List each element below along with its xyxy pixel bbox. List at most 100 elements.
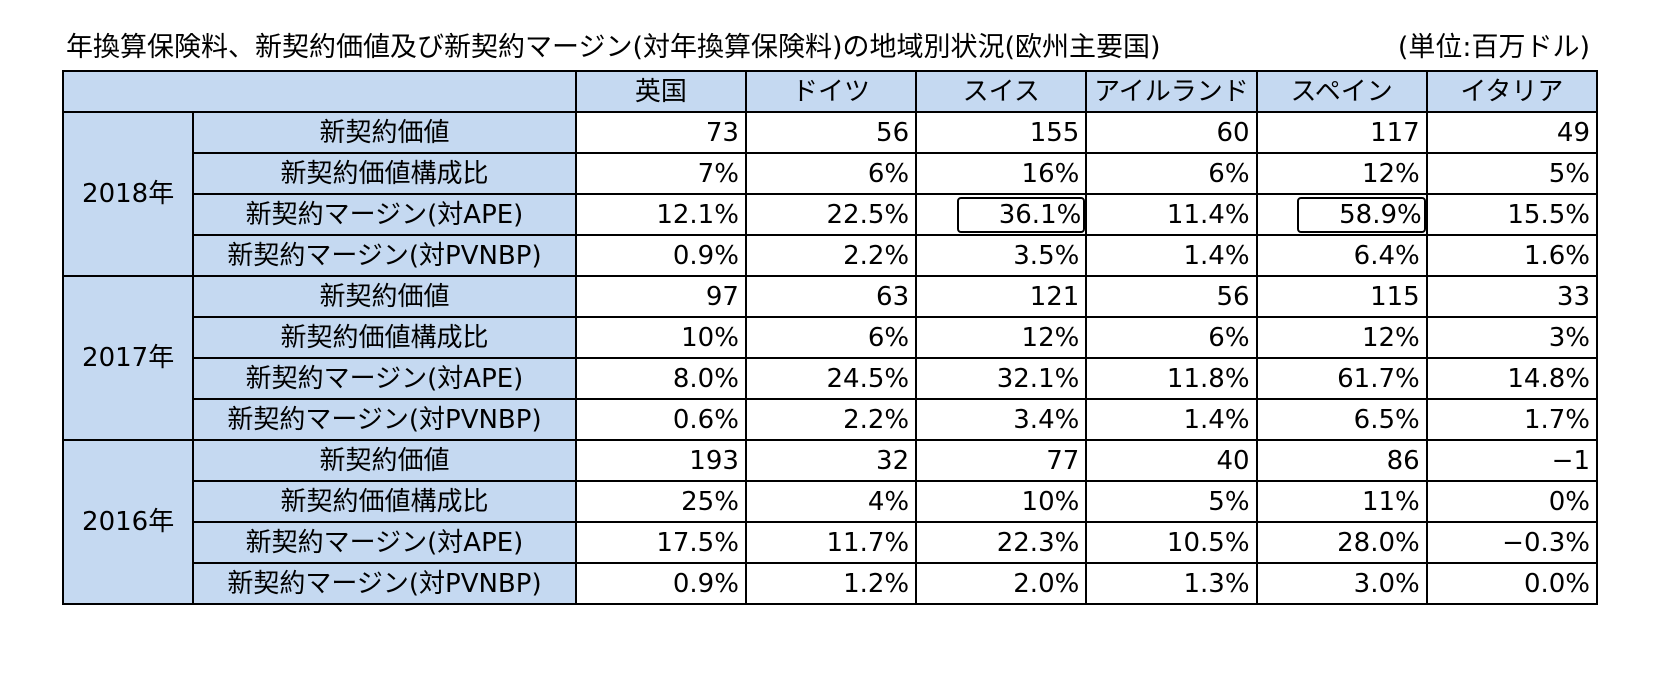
value-cell: 1.7% xyxy=(1425,398,1599,441)
column-header: イタリア xyxy=(1425,70,1599,113)
data-table: 英国 ドイツ スイス アイルランド スペイン イタリア 2018年 新契約価値 73… xyxy=(61,70,1599,605)
value-cell: 1.6% xyxy=(1425,234,1599,277)
value-cell: 8.0% xyxy=(574,357,747,400)
value-cell: 3.4% xyxy=(915,398,1088,441)
value-cell: 28.0% xyxy=(1255,521,1428,564)
metric-label: 新契約価値 xyxy=(192,439,577,482)
metric-label: 新契約マージン(対PVNBP) xyxy=(192,562,577,605)
value-cell: 14.8% xyxy=(1425,357,1599,400)
value-cell: 155 xyxy=(915,111,1088,154)
value-cell: −1 xyxy=(1425,439,1599,482)
value-cell: 3% xyxy=(1425,316,1599,359)
value-cell: 193 xyxy=(574,439,747,482)
value-cell: 3.0% xyxy=(1255,562,1428,605)
value-cell: 0% xyxy=(1425,480,1599,523)
value-cell: 2.2% xyxy=(744,398,918,441)
value-cell: 0.0% xyxy=(1425,562,1599,605)
column-header: ドイツ xyxy=(744,70,918,113)
value-cell: 11% xyxy=(1255,480,1428,523)
value-cell: 0.9% xyxy=(574,234,747,277)
table-row: 新契約マージン(対APE) 12.1% 22.5% 36.1% 11.4% 58.9% 15… xyxy=(63,193,1599,236)
value-cell: 1.2% xyxy=(744,562,918,605)
highlighted-value: 36.1% xyxy=(956,196,1085,233)
value-cell: 97 xyxy=(574,275,747,318)
table-row: 新契約価値構成比 10% 6% 12% 6% 12% 3% xyxy=(63,316,1599,359)
value-cell: 1.4% xyxy=(1085,398,1258,441)
value-cell: 12% xyxy=(1255,152,1428,195)
table-row: 新契約マージン(対PVNBP) 0.6% 2.2% 3.4% 1.4% 6.5% 1.7% xyxy=(63,398,1599,441)
value-cell: 6% xyxy=(1085,316,1258,359)
value-cell: 6% xyxy=(1085,152,1258,195)
value-cell: 24.5% xyxy=(744,357,918,400)
value-cell: 12% xyxy=(1255,316,1428,359)
value-cell: 11.4% xyxy=(1085,193,1258,236)
header-row: 英国 ドイツ スイス アイルランド スペイン イタリア xyxy=(62,70,1599,113)
table-row: 新契約マージン(対PVNBP) 0.9% 1.2% 2.0% 1.3% 3.0% 0.0% xyxy=(63,562,1599,605)
value-cell: 61.7% xyxy=(1255,357,1428,400)
value-cell: 10% xyxy=(915,480,1088,523)
value-cell: 6% xyxy=(744,316,918,359)
value-cell: 2.2% xyxy=(744,234,918,277)
metric-label: 新契約マージン(対PVNBP) xyxy=(192,234,577,277)
value-cell: 32.1% xyxy=(915,357,1088,400)
table-row: 新契約価値構成比 7% 6% 16% 6% 12% 5% xyxy=(63,152,1599,195)
value-cell: 10.5% xyxy=(1085,521,1258,564)
value-cell: 7% xyxy=(574,152,747,195)
value-cell: 4% xyxy=(744,480,918,523)
year-label: 2017年 xyxy=(61,275,195,441)
metric-label: 新契約マージン(対APE) xyxy=(192,521,577,564)
value-cell: 6% xyxy=(744,152,918,195)
value-cell: 0.9% xyxy=(574,562,747,605)
value-cell: 115 xyxy=(1255,275,1428,318)
value-cell: 11.8% xyxy=(1085,357,1258,400)
value-cell: 6.5% xyxy=(1255,398,1428,441)
table-row: 新契約価値構成比 25% 4% 10% 5% 11% 0% xyxy=(63,480,1599,523)
table-row: 新契約マージン(対PVNBP) 0.9% 2.2% 3.5% 1.4% 6.4% 1.6% xyxy=(63,234,1599,277)
value-cell: 117 xyxy=(1255,111,1428,154)
metric-label: 新契約価値 xyxy=(192,111,577,154)
table-title: 年換算保険料、新契約価値及び新契約マージン(対年換算保険料)の地域別状況(欧州主… xyxy=(66,32,1161,63)
unit-label: (単位:百万ドル) xyxy=(1397,32,1590,63)
highlighted-value: 58.9% xyxy=(1297,196,1425,233)
value-cell: 17.5% xyxy=(574,521,747,564)
value-cell: 33 xyxy=(1425,275,1599,318)
metric-label: 新契約マージン(対PVNBP) xyxy=(192,398,577,441)
column-header: スペイン xyxy=(1255,70,1428,113)
value-cell: 10% xyxy=(574,316,747,359)
column-header: スイス xyxy=(915,70,1088,113)
table-row: 新契約マージン(対APE) 17.5% 11.7% 22.3% 10.5% 28.0% −0… xyxy=(63,521,1599,564)
metric-label: 新契約マージン(対APE) xyxy=(192,357,577,400)
value-cell: 22.5% xyxy=(744,193,918,236)
value-cell: 86 xyxy=(1255,439,1428,482)
year-label: 2018年 xyxy=(61,111,195,277)
table-row: 2016年 新契約価値 193 32 77 40 86 −1 xyxy=(61,439,1599,605)
table-row: 新契約マージン(対APE) 8.0% 24.5% 32.1% 11.8% 61.7% 14.… xyxy=(63,357,1599,400)
metric-label: 新契約価値構成比 xyxy=(192,480,577,523)
value-cell: 11.7% xyxy=(744,521,918,564)
value-cell: 1.4% xyxy=(1085,234,1258,277)
value-cell: 40 xyxy=(1085,439,1258,482)
column-header: 英国 xyxy=(574,70,747,113)
value-cell: 16% xyxy=(915,152,1088,195)
value-cell: 12.1% xyxy=(574,193,747,236)
year-label: 2016年 xyxy=(61,439,195,605)
value-cell: 121 xyxy=(915,275,1088,318)
value-cell: 22.3% xyxy=(915,521,1088,564)
value-cell: 5% xyxy=(1425,152,1599,195)
metric-label: 新契約価値 xyxy=(192,275,577,318)
column-header: アイルランド xyxy=(1085,70,1258,113)
header-corner xyxy=(62,70,577,113)
metric-label: 新契約価値構成比 xyxy=(192,152,577,195)
value-cell: 56 xyxy=(744,111,918,154)
table-row: 2018年 新契約価値 73 56 155 60 117 49 xyxy=(61,111,1599,277)
value-cell: 15.5% xyxy=(1425,193,1599,236)
value-cell: 1.3% xyxy=(1085,562,1258,605)
value-cell: 73 xyxy=(574,111,747,154)
value-cell: −0.3% xyxy=(1425,521,1599,564)
value-cell: 6.4% xyxy=(1255,234,1428,277)
value-cell: 49 xyxy=(1425,111,1599,154)
value-cell: 12% xyxy=(915,316,1088,359)
value-cell: 36.1% xyxy=(915,193,1088,236)
table-body: 2018年 新契約価値 73 56 155 60 117 49 新契約価値構成比 7% 6% 16% 6… xyxy=(61,111,1599,605)
value-cell: 56 xyxy=(1085,275,1258,318)
